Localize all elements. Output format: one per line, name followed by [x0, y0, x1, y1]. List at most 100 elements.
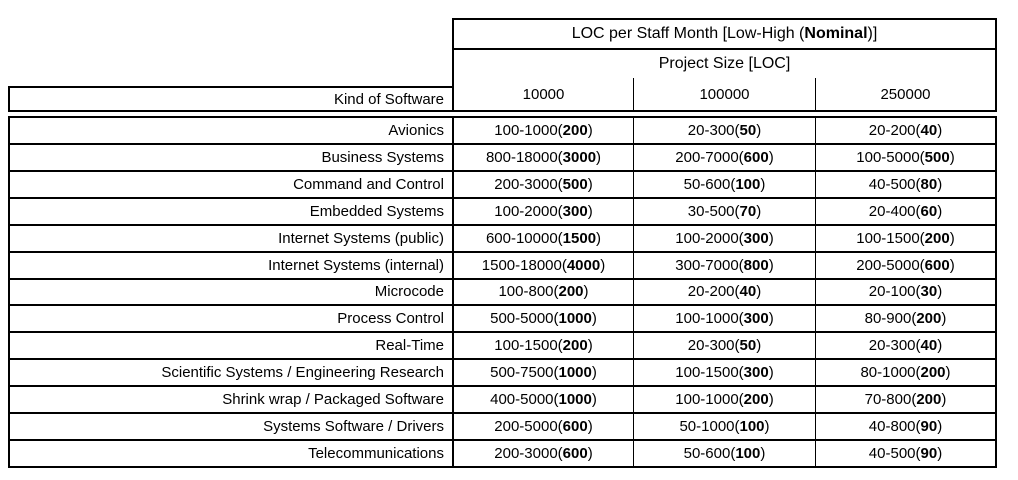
loc-range-close: ): [587, 418, 593, 436]
kind-of-software-cell: Internet Systems (public): [10, 226, 452, 251]
loc-range-close: ): [587, 202, 593, 220]
loc-range-close: ): [587, 445, 593, 463]
kind-of-software-cell: Scientific Systems / Engineering Researc…: [10, 360, 452, 385]
loc-range: 70-800(: [864, 391, 917, 409]
loc-range: 100-1000(: [675, 391, 744, 409]
loc-cell-size-10000: 200-5000(600): [452, 414, 633, 440]
table-row: Internet Systems (internal) 1500-18000(4…: [10, 250, 995, 278]
loc-cell-size-10000: 100-1500(200): [452, 333, 633, 359]
loc-range: 40-500(: [868, 175, 921, 193]
loc-range-close: ): [764, 418, 770, 436]
loc-nominal: 200: [916, 310, 942, 328]
loc-range-close: ): [768, 256, 774, 274]
table-title: LOC per Staff Month [Low-High (Nominal)]: [454, 20, 995, 50]
loc-range-close: ): [949, 229, 955, 247]
loc-cell-size-250000: 20-300(40): [815, 333, 995, 359]
kind-of-software-label: Embedded Systems: [309, 202, 444, 220]
loc-range: 20-300(: [687, 337, 740, 355]
loc-range-close: ): [937, 337, 943, 355]
loc-cell-size-100000: 100-2000(300): [633, 225, 815, 251]
loc-range: 20-300(: [687, 121, 740, 139]
loc-range: 20-200(: [868, 121, 921, 139]
loc-range-close: ): [768, 148, 774, 166]
kind-of-software-label: Internet Systems (public): [278, 229, 444, 247]
loc-range: 100-800(: [498, 283, 559, 301]
kind-of-software-label: Internet Systems (internal): [268, 256, 444, 274]
loc-range: 50-1000(: [679, 418, 740, 436]
loc-cell-size-250000: 100-5000(500): [815, 144, 995, 170]
table-row: Microcode 100-800(200) 20-200(40) 20-100…: [10, 277, 995, 305]
loc-cell-size-100000: 20-300(50): [633, 118, 815, 143]
loc-range: 500-7500(: [490, 364, 559, 382]
loc-range-close: ): [949, 148, 955, 166]
loc-range-close: ): [760, 445, 766, 463]
loc-range-close: ): [756, 337, 762, 355]
kind-of-software-label: Shrink wrap / Packaged Software: [222, 391, 444, 409]
table-title-text: LOC per Staff Month [Low-High (: [571, 25, 805, 42]
kind-of-software-cell: Process Control: [10, 306, 452, 331]
loc-nominal: 100: [735, 445, 761, 463]
loc-nominal: 200: [920, 364, 946, 382]
loc-range-close: ): [768, 310, 774, 328]
loc-range-close: ): [756, 202, 762, 220]
loc-nominal: 30: [920, 283, 938, 301]
table-title-nominal: Nominal: [804, 25, 868, 42]
loc-cell-size-250000: 40-500(90): [815, 441, 995, 466]
kind-of-software-label: Business Systems: [321, 148, 444, 166]
loc-range-close: ): [600, 256, 606, 274]
loc-range-close: ): [937, 202, 943, 220]
loc-range-close: ): [945, 364, 951, 382]
loc-nominal: 600: [562, 418, 588, 436]
table-row: Internet Systems (public) 600-10000(1500…: [10, 223, 995, 251]
loc-range: 500-5000(: [490, 310, 559, 328]
table-row: Real-Time 100-1500(200) 20-300(50) 20-30…: [10, 331, 995, 359]
loc-range: 20-400(: [868, 202, 921, 220]
table-row: Embedded Systems 100-2000(300) 30-500(70…: [10, 196, 995, 224]
loc-range: 30-500(: [687, 202, 740, 220]
kind-of-software-cell: Embedded Systems: [10, 199, 452, 224]
table-row: Process Control 500-5000(1000) 100-1000(…: [10, 304, 995, 332]
loc-range-close: ): [583, 283, 589, 301]
loc-cell-size-100000: 50-600(100): [633, 171, 815, 197]
kind-of-software-cell: Systems Software / Drivers: [10, 414, 452, 439]
loc-range: 300-7000(: [675, 256, 744, 274]
loc-range: 80-1000(: [860, 364, 921, 382]
loc-cell-size-250000: 200-5000(600): [815, 252, 995, 278]
loc-range-close: ): [937, 445, 943, 463]
loc-nominal: 600: [562, 445, 588, 463]
size-header-250000: 250000: [815, 78, 995, 110]
table-header-box: LOC per Staff Month [Low-High (Nominal)]…: [452, 18, 997, 112]
loc-nominal: 300: [743, 229, 769, 247]
loc-range: 20-100(: [868, 283, 921, 301]
loc-nominal: 1500: [562, 229, 597, 247]
loc-range: 20-300(: [868, 337, 921, 355]
kind-of-software-cell: Command and Control: [10, 172, 452, 197]
loc-nominal: 4000: [566, 256, 601, 274]
loc-cell-size-250000: 80-1000(200): [815, 360, 995, 386]
loc-range-close: ): [756, 283, 762, 301]
loc-range-close: ): [937, 121, 943, 139]
loc-range-close: ): [937, 283, 943, 301]
loc-range: 20-200(: [687, 283, 740, 301]
loc-cell-size-10000: 400-5000(1000): [452, 387, 633, 413]
loc-range: 200-5000(: [494, 418, 563, 436]
loc-range: 100-1000(: [675, 310, 744, 328]
loc-cell-size-250000: 20-400(60): [815, 198, 995, 224]
loc-nominal: 200: [924, 229, 950, 247]
kind-of-software-label: Telecommunications: [308, 445, 444, 463]
loc-cell-size-10000: 100-800(200): [452, 279, 633, 305]
kind-of-software-cell: Telecommunications: [10, 441, 452, 466]
kind-of-software-header: Kind of Software: [8, 86, 452, 112]
loc-nominal: 200: [916, 391, 942, 409]
loc-nominal: 300: [743, 310, 769, 328]
loc-range-close: ): [937, 175, 943, 193]
loc-nominal: 800: [743, 256, 769, 274]
project-size-header: Project Size [LOC]: [658, 55, 791, 72]
loc-range-close: ): [587, 337, 593, 355]
loc-cell-size-10000: 600-10000(1500): [452, 225, 633, 251]
loc-cell-size-100000: 20-200(40): [633, 279, 815, 305]
loc-range-close: ): [591, 364, 597, 382]
loc-nominal: 200: [743, 391, 769, 409]
kind-of-software-label: Real-Time: [375, 337, 444, 355]
